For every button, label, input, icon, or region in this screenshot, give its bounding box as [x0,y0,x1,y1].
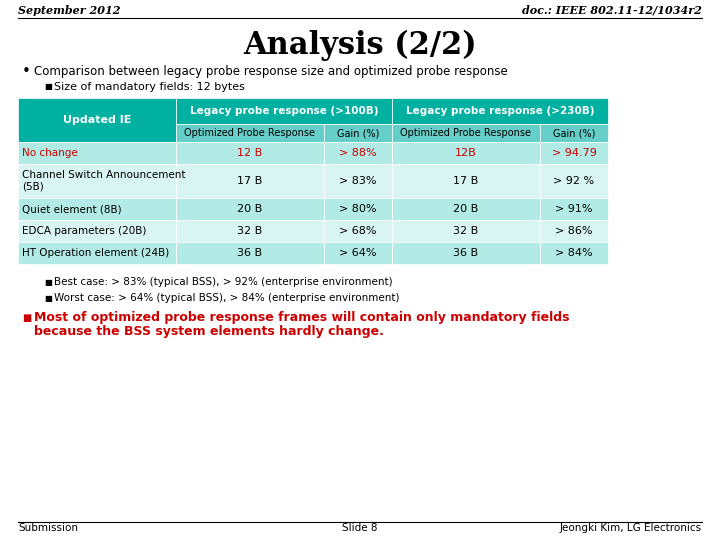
Text: > 68%: > 68% [339,226,377,236]
Text: Best case: > 83% (typical BSS), > 92% (enterprise environment): Best case: > 83% (typical BSS), > 92% (e… [54,277,392,287]
Text: Most of optimized probe response frames will contain only mandatory fields: Most of optimized probe response frames … [34,312,570,325]
Text: 12B: 12B [455,148,477,158]
Text: No change: No change [22,148,78,158]
Bar [18,98,176,142]
Text: 17 B: 17 B [238,176,263,186]
Bar [392,164,540,198]
Text: Optimized Probe Response: Optimized Probe Response [400,128,531,138]
Text: Slide 8: Slide 8 [342,523,378,533]
Bar [392,124,540,142]
Bar [176,124,324,142]
Text: Gain (%): Gain (%) [553,128,595,138]
Text: doc.: IEEE 802.11-12/1034r2: doc.: IEEE 802.11-12/1034r2 [522,4,702,16]
Text: 17 B: 17 B [454,176,479,186]
Bar [540,220,608,242]
Text: 20 B: 20 B [454,204,479,214]
Text: 12 B: 12 B [238,148,263,158]
Text: 36 B: 36 B [238,248,263,258]
Bar [540,242,608,264]
Bar [176,142,324,164]
Bar [540,124,608,142]
Text: 32 B: 32 B [454,226,479,236]
Bar [176,98,392,124]
Text: 36 B: 36 B [454,248,479,258]
Text: Submission: Submission [18,523,78,533]
Text: Worst case: > 64% (typical BSS), > 84% (enterprise environment): Worst case: > 64% (typical BSS), > 84% (… [54,293,400,303]
Bar [176,220,324,242]
Bar [392,198,540,220]
Bar [324,220,392,242]
Text: > 86%: > 86% [555,226,593,236]
Bar [18,198,176,220]
Text: •: • [22,64,31,79]
Bar [392,142,540,164]
Text: Optimized Probe Response: Optimized Probe Response [184,128,315,138]
Bar [18,220,176,242]
Text: Legacy probe response (>100B): Legacy probe response (>100B) [190,106,378,116]
Bar [18,142,176,164]
Bar [540,198,608,220]
Text: Updated IE: Updated IE [63,115,131,125]
Text: 20 B: 20 B [238,204,263,214]
Bar [18,164,176,198]
Text: ■: ■ [44,83,52,91]
Text: > 84%: > 84% [555,248,593,258]
Bar [176,242,324,264]
Text: Channel Switch Announcement
(5B): Channel Switch Announcement (5B) [22,170,186,192]
Text: ■: ■ [44,278,52,287]
Bar [392,242,540,264]
Text: Analysis (2/2): Analysis (2/2) [243,29,477,60]
Bar [324,242,392,264]
Text: > 88%: > 88% [339,148,377,158]
Text: Size of mandatory fields: 12 bytes: Size of mandatory fields: 12 bytes [54,82,245,92]
Text: EDCA parameters (20B): EDCA parameters (20B) [22,226,146,236]
Text: Comparison between legacy probe response size and optimized probe response: Comparison between legacy probe response… [34,65,508,78]
Text: 32 B: 32 B [238,226,263,236]
Text: > 64%: > 64% [339,248,377,258]
Text: because the BSS system elements hardly change.: because the BSS system elements hardly c… [34,326,384,339]
Bar [18,242,176,264]
Text: Jeongki Kim, LG Electronics: Jeongki Kim, LG Electronics [560,523,702,533]
Text: ■: ■ [22,313,31,323]
Text: HT Operation element (24B): HT Operation element (24B) [22,248,169,258]
Text: > 92 %: > 92 % [554,176,595,186]
Text: ■: ■ [44,294,52,302]
Text: September 2012: September 2012 [18,4,120,16]
Bar [324,142,392,164]
Bar [540,142,608,164]
Text: > 80%: > 80% [339,204,377,214]
Bar [324,124,392,142]
Text: > 91%: > 91% [555,204,593,214]
Bar [324,164,392,198]
Text: > 83%: > 83% [339,176,377,186]
Bar [176,198,324,220]
Text: Quiet element (8B): Quiet element (8B) [22,204,122,214]
Bar [324,198,392,220]
Bar [392,98,608,124]
Text: Gain (%): Gain (%) [337,128,379,138]
Bar [392,220,540,242]
Text: Legacy probe response (>230B): Legacy probe response (>230B) [406,106,594,116]
Text: > 94.79: > 94.79 [552,148,596,158]
Bar [540,164,608,198]
Bar [176,164,324,198]
